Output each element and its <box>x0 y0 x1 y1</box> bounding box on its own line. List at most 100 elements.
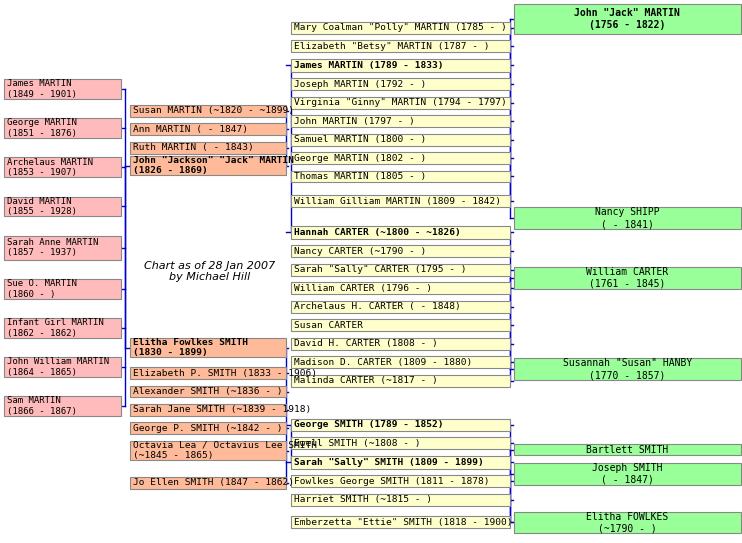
Text: James MARTIN (1789 - 1833): James MARTIN (1789 - 1833) <box>294 61 443 70</box>
FancyBboxPatch shape <box>291 494 510 506</box>
Text: Sarah "Sally" CARTER (1795 - ): Sarah "Sally" CARTER (1795 - ) <box>294 266 466 274</box>
FancyBboxPatch shape <box>291 437 510 449</box>
FancyBboxPatch shape <box>514 267 741 289</box>
Text: George MARTIN
(1851 - 1876): George MARTIN (1851 - 1876) <box>7 118 76 138</box>
Text: John William MARTIN
(1864 - 1865): John William MARTIN (1864 - 1865) <box>7 357 109 377</box>
FancyBboxPatch shape <box>514 463 741 485</box>
FancyBboxPatch shape <box>291 97 510 109</box>
FancyBboxPatch shape <box>514 512 741 533</box>
FancyBboxPatch shape <box>291 134 510 146</box>
Text: Nancy SHIPP
( - 1841): Nancy SHIPP ( - 1841) <box>595 207 660 229</box>
Text: James MARTIN
(1849 - 1901): James MARTIN (1849 - 1901) <box>7 79 76 99</box>
Text: Susan CARTER: Susan CARTER <box>294 321 363 330</box>
Text: Joseph SMITH
( - 1847): Joseph SMITH ( - 1847) <box>592 463 663 485</box>
FancyBboxPatch shape <box>291 356 510 368</box>
FancyBboxPatch shape <box>291 301 510 313</box>
FancyBboxPatch shape <box>291 59 510 72</box>
Text: William Gilliam MARTIN (1809 - 1842): William Gilliam MARTIN (1809 - 1842) <box>294 197 501 206</box>
FancyBboxPatch shape <box>130 422 286 434</box>
FancyBboxPatch shape <box>291 22 510 34</box>
FancyBboxPatch shape <box>4 318 121 338</box>
Text: Emberzetta "Ettie" SMITH (1818 - 1900): Emberzetta "Ettie" SMITH (1818 - 1900) <box>294 518 512 527</box>
Text: Ann MARTIN ( - 1847): Ann MARTIN ( - 1847) <box>133 125 248 134</box>
Text: John MARTIN (1797 - ): John MARTIN (1797 - ) <box>294 117 415 125</box>
FancyBboxPatch shape <box>4 157 121 177</box>
FancyBboxPatch shape <box>291 338 510 350</box>
Text: Alexander SMITH (~1836 - ): Alexander SMITH (~1836 - ) <box>133 387 282 396</box>
Text: David MARTIN
(1855 - 1928): David MARTIN (1855 - 1928) <box>7 197 76 216</box>
Text: Thomas MARTIN (1805 - ): Thomas MARTIN (1805 - ) <box>294 172 426 181</box>
Text: Elitha Fowlkes SMITH
(1830 - 1899): Elitha Fowlkes SMITH (1830 - 1899) <box>133 338 248 357</box>
Text: Elizabeth "Betsy" MARTIN (1787 - ): Elizabeth "Betsy" MARTIN (1787 - ) <box>294 42 489 50</box>
Text: David H. CARTER (1808 - ): David H. CARTER (1808 - ) <box>294 339 438 348</box>
Text: John "Jack" MARTIN
(1756 - 1822): John "Jack" MARTIN (1756 - 1822) <box>574 9 680 30</box>
Text: Samuel MARTIN (1800 - ): Samuel MARTIN (1800 - ) <box>294 135 426 144</box>
FancyBboxPatch shape <box>4 236 121 260</box>
Text: William CARTER
(1761 - 1845): William CARTER (1761 - 1845) <box>586 267 669 289</box>
FancyBboxPatch shape <box>4 79 121 99</box>
FancyBboxPatch shape <box>130 367 286 379</box>
Text: Jo Ellen SMITH (1847 - 1862): Jo Ellen SMITH (1847 - 1862) <box>133 478 294 487</box>
Text: Archelaus MARTIN
(1853 - 1907): Archelaus MARTIN (1853 - 1907) <box>7 157 93 177</box>
Text: Nancy CARTER (~1790 - ): Nancy CARTER (~1790 - ) <box>294 247 426 256</box>
FancyBboxPatch shape <box>291 245 510 257</box>
Text: George P. SMITH (~1842 - ): George P. SMITH (~1842 - ) <box>133 424 282 433</box>
FancyBboxPatch shape <box>130 441 286 460</box>
Text: Madison D. CARTER (1809 - 1880): Madison D. CARTER (1809 - 1880) <box>294 358 472 367</box>
Text: Bartlett SMITH: Bartlett SMITH <box>586 445 669 454</box>
FancyBboxPatch shape <box>130 105 286 117</box>
FancyBboxPatch shape <box>4 197 121 216</box>
FancyBboxPatch shape <box>291 152 510 164</box>
FancyBboxPatch shape <box>291 40 510 52</box>
FancyBboxPatch shape <box>514 358 741 380</box>
Text: Sarah Jane SMITH (~1839 - 1918): Sarah Jane SMITH (~1839 - 1918) <box>133 406 311 414</box>
FancyBboxPatch shape <box>4 357 121 377</box>
FancyBboxPatch shape <box>514 444 741 455</box>
FancyBboxPatch shape <box>130 123 286 135</box>
FancyBboxPatch shape <box>291 226 510 239</box>
Text: Hannah CARTER (~1800 - ~1826): Hannah CARTER (~1800 - ~1826) <box>294 228 461 237</box>
FancyBboxPatch shape <box>130 142 286 154</box>
FancyBboxPatch shape <box>291 171 510 182</box>
Text: Sarah "Sally" SMITH (1809 - 1899): Sarah "Sally" SMITH (1809 - 1899) <box>294 458 484 466</box>
FancyBboxPatch shape <box>291 319 510 331</box>
FancyBboxPatch shape <box>130 386 286 397</box>
FancyBboxPatch shape <box>291 375 510 387</box>
FancyBboxPatch shape <box>291 115 510 127</box>
Text: Ruth MARTIN ( - 1843): Ruth MARTIN ( - 1843) <box>133 143 254 152</box>
FancyBboxPatch shape <box>4 396 121 416</box>
Text: Octavia Lea / Octavius Lee SMITH
(~1845 - 1865): Octavia Lea / Octavius Lee SMITH (~1845 … <box>133 441 317 460</box>
FancyBboxPatch shape <box>291 419 510 431</box>
FancyBboxPatch shape <box>514 207 741 229</box>
FancyBboxPatch shape <box>291 195 510 207</box>
Text: Fowlkes George SMITH (1811 - 1878): Fowlkes George SMITH (1811 - 1878) <box>294 477 489 485</box>
Text: William CARTER (1796 - ): William CARTER (1796 - ) <box>294 284 432 293</box>
Text: Harriet SMITH (~1815 - ): Harriet SMITH (~1815 - ) <box>294 495 432 504</box>
Text: Malinda CARTER (~1817 - ): Malinda CARTER (~1817 - ) <box>294 376 438 385</box>
FancyBboxPatch shape <box>291 78 510 90</box>
FancyBboxPatch shape <box>291 516 510 528</box>
Text: Infant Girl MARTIN
(1862 - 1862): Infant Girl MARTIN (1862 - 1862) <box>7 318 103 338</box>
Text: Chart as of 28 Jan 2007
by Michael Hill: Chart as of 28 Jan 2007 by Michael Hill <box>144 261 275 282</box>
FancyBboxPatch shape <box>130 404 286 416</box>
FancyBboxPatch shape <box>130 477 286 489</box>
Text: George SMITH (1789 - 1852): George SMITH (1789 - 1852) <box>294 420 443 429</box>
Text: Ewell SMITH (~1808 - ): Ewell SMITH (~1808 - ) <box>294 439 420 447</box>
Text: Virginia "Ginny" MARTIN (1794 - 1797): Virginia "Ginny" MARTIN (1794 - 1797) <box>294 98 507 107</box>
Text: Archelaus H. CARTER ( - 1848): Archelaus H. CARTER ( - 1848) <box>294 302 461 311</box>
Text: Joseph MARTIN (1792 - ): Joseph MARTIN (1792 - ) <box>294 80 426 89</box>
FancyBboxPatch shape <box>130 338 286 357</box>
FancyBboxPatch shape <box>291 475 510 487</box>
Text: Elizabeth P. SMITH (1833 - 1906): Elizabeth P. SMITH (1833 - 1906) <box>133 369 317 377</box>
FancyBboxPatch shape <box>291 264 510 276</box>
Text: Sam MARTIN
(1866 - 1867): Sam MARTIN (1866 - 1867) <box>7 396 76 416</box>
FancyBboxPatch shape <box>291 282 510 294</box>
Text: Mary Coalman "Polly" MARTIN (1785 - ): Mary Coalman "Polly" MARTIN (1785 - ) <box>294 23 507 32</box>
Text: Susan MARTIN (~1820 - ~1899): Susan MARTIN (~1820 - ~1899) <box>133 106 294 115</box>
Text: George MARTIN (1802 - ): George MARTIN (1802 - ) <box>294 154 426 162</box>
FancyBboxPatch shape <box>291 456 510 469</box>
FancyBboxPatch shape <box>4 118 121 138</box>
Text: Sue O. MARTIN
(1860 - ): Sue O. MARTIN (1860 - ) <box>7 279 76 299</box>
Text: Susannah "Susan" HANBY
(1770 - 1857): Susannah "Susan" HANBY (1770 - 1857) <box>562 358 692 380</box>
FancyBboxPatch shape <box>514 4 741 34</box>
